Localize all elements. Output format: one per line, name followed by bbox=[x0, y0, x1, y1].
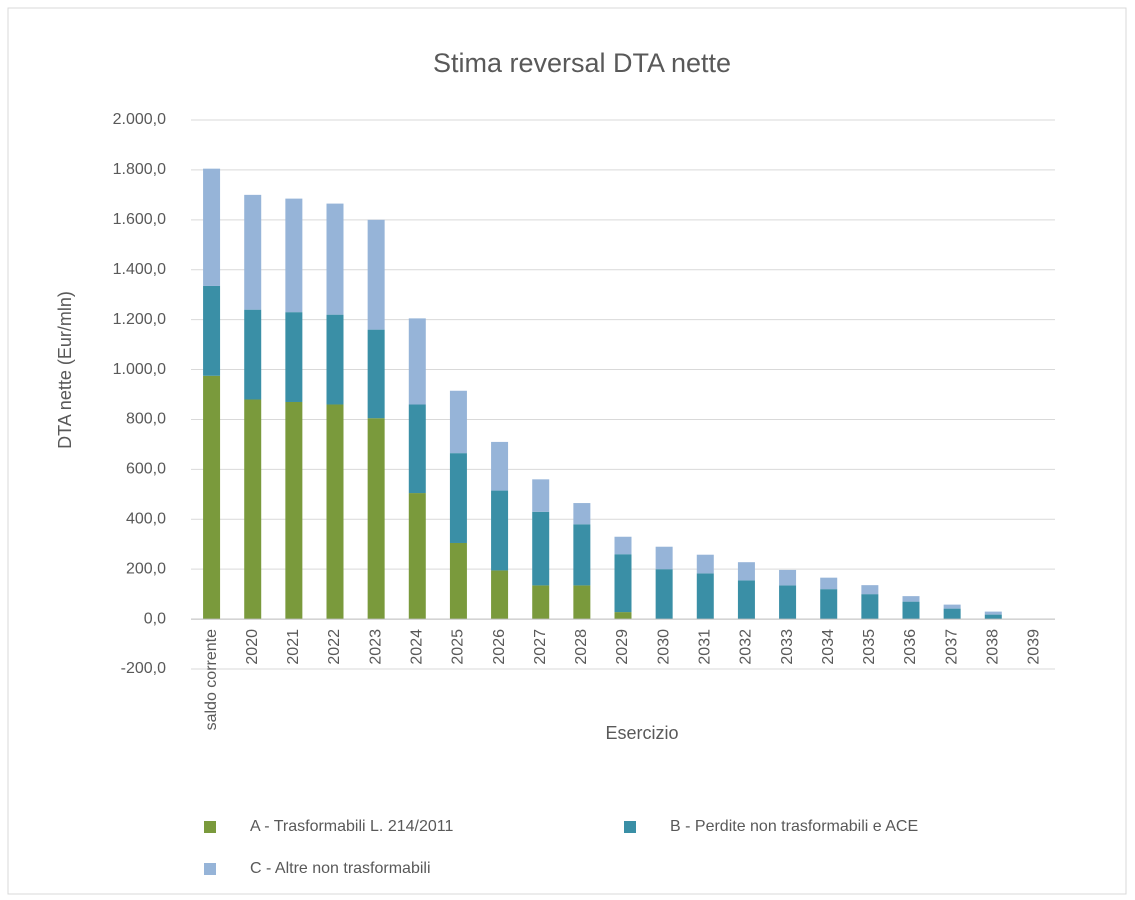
y-tick-label: 2.000,0 bbox=[113, 111, 166, 128]
x-tick-label: 2036 bbox=[902, 629, 919, 665]
legend-swatch bbox=[624, 821, 636, 833]
legend-label: A - Trasformabili L. 214/2011 bbox=[250, 818, 453, 835]
bar-segment bbox=[449, 453, 467, 543]
x-tick-label: 2021 bbox=[285, 629, 302, 665]
y-tick-label: 0,0 bbox=[144, 610, 166, 627]
x-tick-label: 2020 bbox=[244, 629, 261, 665]
bar-segment bbox=[737, 580, 755, 620]
x-tick-label: 2038 bbox=[985, 629, 1002, 665]
bar-segment bbox=[614, 536, 632, 555]
x-tick-label: 2032 bbox=[738, 629, 755, 665]
bar-segment bbox=[779, 569, 797, 586]
bar-segment bbox=[326, 404, 344, 620]
bar-segment bbox=[984, 614, 1002, 620]
x-tick-label: 2034 bbox=[820, 629, 837, 665]
bar-segment bbox=[573, 585, 591, 620]
bar-segment bbox=[449, 542, 467, 620]
bar-segment bbox=[532, 585, 550, 620]
bar-segment bbox=[408, 404, 426, 494]
bar-segment bbox=[449, 390, 467, 454]
bar-segment bbox=[203, 375, 221, 620]
bar-segment bbox=[408, 493, 426, 620]
bar-segment bbox=[655, 569, 673, 620]
legend-label: B - Perdite non trasformabili e ACE bbox=[670, 818, 918, 835]
x-tick-label: 2026 bbox=[491, 629, 508, 665]
x-tick-label: 2029 bbox=[614, 629, 631, 665]
bar-segment bbox=[532, 511, 550, 586]
x-tick-label: 2024 bbox=[409, 629, 426, 665]
bar-segment bbox=[861, 594, 879, 620]
bar-segment bbox=[244, 399, 262, 620]
bar-segment bbox=[285, 401, 303, 620]
x-tick-label: 2037 bbox=[943, 629, 960, 665]
y-tick-label: 200,0 bbox=[126, 560, 166, 577]
bar-segment bbox=[655, 546, 673, 570]
legend-label: C - Altre non trasformabili bbox=[250, 860, 431, 877]
bar-segment bbox=[285, 198, 303, 313]
y-tick-label: -200,0 bbox=[121, 660, 166, 677]
bar-segment bbox=[203, 285, 221, 376]
y-tick-label: 1.800,0 bbox=[113, 161, 166, 178]
bar-segment bbox=[367, 329, 385, 419]
bar-segment bbox=[943, 604, 961, 609]
x-tick-label: 2039 bbox=[1026, 629, 1043, 665]
y-axis-label: DTA nette (Eur/mln) bbox=[55, 291, 75, 449]
bar-segment bbox=[244, 309, 262, 400]
x-tick-label: 2027 bbox=[532, 629, 549, 665]
y-tick-label: 1.200,0 bbox=[113, 311, 166, 328]
bar-segment bbox=[696, 554, 714, 574]
bar-segment bbox=[984, 611, 1002, 615]
x-tick-label: saldo corrente bbox=[203, 629, 220, 730]
bar-segment bbox=[737, 562, 755, 581]
x-axis-label: Esercizio bbox=[605, 723, 678, 743]
bar-segment bbox=[491, 490, 509, 571]
y-tick-label: 400,0 bbox=[126, 510, 166, 527]
y-tick-label: 600,0 bbox=[126, 461, 166, 478]
bar-segment bbox=[573, 503, 591, 525]
x-tick-label: 2033 bbox=[779, 629, 796, 665]
chart-title: Stima reversal DTA nette bbox=[433, 48, 731, 78]
bar-segment bbox=[943, 608, 961, 620]
bar-segment bbox=[902, 601, 920, 620]
x-tick-label: 2025 bbox=[450, 629, 467, 665]
x-tick-label: 2023 bbox=[367, 629, 384, 665]
bar-segment bbox=[820, 589, 838, 620]
chart-border bbox=[7, 7, 1127, 895]
bar-segment bbox=[203, 168, 221, 286]
y-tick-label: 1.000,0 bbox=[113, 361, 166, 378]
bar-segment bbox=[326, 203, 344, 315]
x-tick-label: 2031 bbox=[697, 629, 714, 665]
legend-swatch bbox=[204, 821, 216, 833]
x-tick-label: 2028 bbox=[573, 629, 590, 665]
bar-segment bbox=[573, 524, 591, 586]
y-tick-label: 1.400,0 bbox=[113, 261, 166, 278]
bar-segment bbox=[614, 554, 632, 613]
bar-segment bbox=[367, 418, 385, 620]
bar-segment bbox=[326, 314, 344, 405]
legend-swatch bbox=[204, 863, 216, 875]
bar-segment bbox=[285, 312, 303, 402]
y-tick-label: 1.600,0 bbox=[113, 211, 166, 228]
bar-segment bbox=[696, 573, 714, 620]
bar-segment bbox=[861, 585, 879, 595]
x-tick-label: 2022 bbox=[326, 629, 343, 665]
bar-segment bbox=[367, 219, 385, 330]
bar-segment bbox=[408, 318, 426, 405]
x-tick-label: 2035 bbox=[861, 629, 878, 665]
bar-segment bbox=[532, 479, 550, 512]
x-tick-label: 2030 bbox=[655, 629, 672, 665]
bar-segment bbox=[779, 585, 797, 620]
bar-segment bbox=[491, 441, 509, 491]
y-tick-label: 800,0 bbox=[126, 411, 166, 428]
bar-segment bbox=[491, 570, 509, 620]
bar-segment bbox=[902, 596, 920, 602]
bar-segment bbox=[820, 577, 838, 590]
bar-segment bbox=[614, 612, 632, 620]
bar-segment bbox=[244, 194, 262, 310]
